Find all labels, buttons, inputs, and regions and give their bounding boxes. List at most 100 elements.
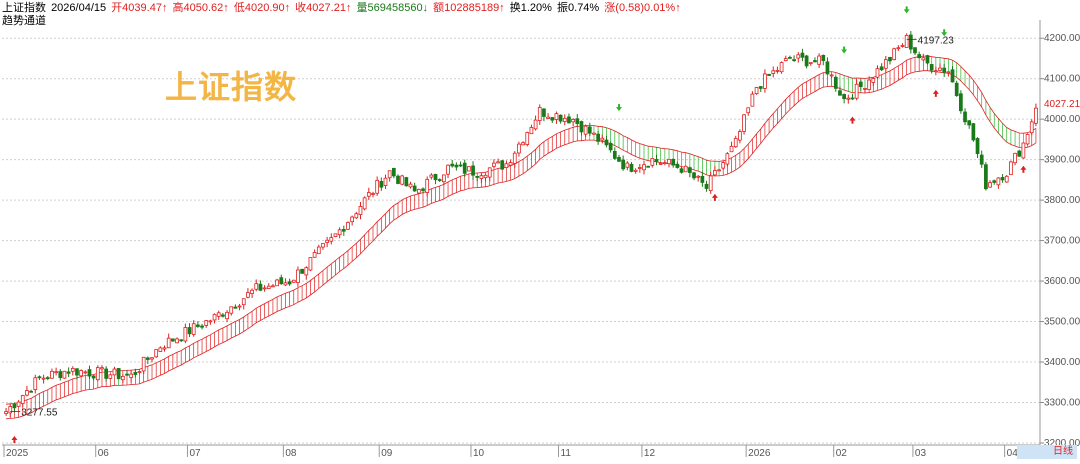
candle-body (833, 76, 838, 89)
candle-body (287, 281, 292, 285)
candle-body (450, 163, 455, 167)
candle-body (467, 166, 471, 172)
candle-body (33, 377, 38, 390)
candle-body (316, 246, 321, 255)
candle-body (529, 127, 534, 135)
candle-body (120, 375, 125, 381)
candle-body (437, 179, 442, 181)
candle-body (475, 175, 480, 178)
candle-body (304, 267, 309, 276)
candle-body (129, 373, 134, 378)
x-tick-label: 02 (836, 448, 848, 459)
candle-body (41, 377, 46, 380)
y-tick-label: 4200.00 (1044, 33, 1080, 44)
candle-body (921, 57, 926, 61)
candle-body (562, 117, 567, 122)
y-tick-label: 3700.00 (1044, 236, 1080, 247)
x-tick-label: 2026 (748, 448, 771, 459)
candle-body (471, 165, 475, 176)
candle-body (763, 73, 767, 89)
candle-body (713, 170, 717, 176)
x-tick-label: 06 (98, 448, 110, 459)
x-tick-label: 11 (561, 448, 572, 459)
candle-body (754, 87, 759, 94)
candle-body (675, 163, 680, 168)
candle-body (312, 252, 317, 258)
last-price-label: 4027.21 (1043, 99, 1080, 110)
candle-body (366, 192, 371, 197)
amount: 额102885189↑ (433, 2, 505, 14)
candle-body (429, 174, 434, 178)
candle-body (896, 47, 901, 50)
candle-body (91, 375, 96, 379)
candle-body (183, 327, 188, 342)
candle-body (279, 277, 284, 285)
candle-body (508, 162, 513, 166)
volume: 量569458560↓ (356, 2, 429, 14)
candle-body (262, 287, 267, 290)
timeframe-tab[interactable]: 日线 (1017, 445, 1077, 459)
candle-body (37, 376, 42, 379)
candle-body (575, 118, 580, 124)
candle-body (358, 206, 363, 216)
candle-body (391, 167, 396, 177)
candle-body (175, 338, 179, 344)
candle-body (275, 279, 279, 287)
annotation-label: 4197.23 (918, 35, 955, 46)
y-tick-label: 3300.00 (1044, 398, 1080, 409)
candle-body (1021, 142, 1026, 159)
candle-body (254, 283, 259, 290)
candle-body (79, 370, 83, 377)
candle-body (617, 157, 621, 162)
candle-body (204, 320, 209, 326)
candle-body (725, 153, 730, 165)
candle-body (237, 305, 242, 308)
candle-body (296, 269, 300, 283)
sell-arrow-icon (941, 29, 948, 37)
candle-body (717, 169, 721, 172)
candle-body (1025, 133, 1030, 145)
candle-body (354, 213, 359, 219)
candle-body (733, 138, 738, 148)
candle-body (975, 138, 980, 154)
candle-body (145, 357, 150, 360)
candle-body (104, 368, 109, 379)
sell-arrow-icon (903, 6, 910, 14)
candle-body (225, 311, 229, 320)
candle-body (942, 67, 947, 73)
candle-body (838, 90, 842, 96)
candle-body (750, 93, 755, 107)
candle-body (938, 67, 942, 71)
candle-body (446, 164, 450, 175)
candle-body (813, 60, 817, 63)
candle-body (825, 61, 830, 75)
watermark-title: 上证指数 (165, 68, 298, 106)
candle-body (412, 185, 417, 192)
open-price: 开4039.47↑ (111, 2, 168, 14)
candle-body (87, 369, 92, 377)
candle-body (642, 164, 646, 171)
candle-body (162, 347, 167, 350)
candle-body (604, 139, 609, 146)
x-tick-label: 09 (381, 448, 393, 459)
y-tick-label: 3900.00 (1044, 155, 1080, 166)
candle-body (571, 119, 575, 123)
candle-body (738, 131, 742, 141)
candle-body (842, 94, 846, 99)
candle-body (954, 82, 959, 96)
candle-body (600, 137, 605, 141)
buy-arrow-icon (11, 436, 18, 444)
candle-body (558, 114, 563, 122)
x-tick-label: 12 (644, 448, 656, 459)
candle-body (984, 164, 988, 190)
candle-body (929, 64, 934, 71)
candle-body (933, 70, 938, 73)
candle-body (108, 374, 113, 379)
candle-body (1017, 150, 1022, 157)
timeframe-label: 日线 (1053, 446, 1073, 457)
candle-body (500, 160, 505, 170)
candle-body (408, 183, 413, 188)
candle-body (425, 178, 430, 193)
